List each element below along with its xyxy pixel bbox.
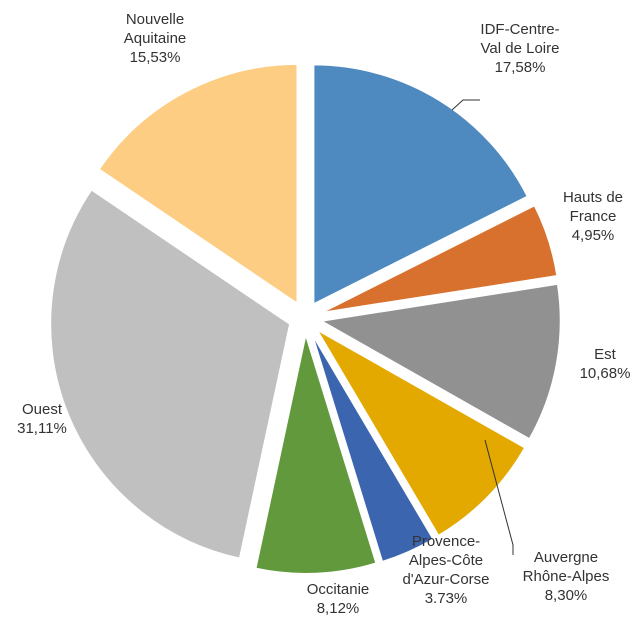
slice-label: Provence-Alpes-Côte d'Azur-Corse (402, 533, 489, 588)
slice-label: Nouvelle Aquitaine (124, 11, 187, 47)
leader-line (451, 99, 480, 111)
slice-label: Ouest (22, 401, 63, 418)
value-label: 8,12% (317, 600, 360, 617)
leader-line (484, 439, 514, 555)
value-label: 15,53% (130, 49, 181, 66)
value-label: 3.73% (425, 590, 468, 607)
slice-label: Auvergne Rhône-Alpes (523, 549, 610, 585)
value-label: 8,30% (545, 587, 588, 604)
pie-slice (312, 63, 530, 307)
pie-slice (317, 282, 562, 441)
pie-slice (49, 188, 292, 560)
pie-slice (254, 330, 378, 575)
slice-label: Est (594, 346, 617, 363)
pie-slice (319, 203, 559, 315)
slice-label: Hauts de France (563, 189, 623, 225)
pie-slice (310, 332, 435, 564)
value-label: 31,11% (17, 420, 67, 437)
pie-slice (313, 326, 527, 538)
slice-label: IDF-Centre-Val de Loire (480, 21, 559, 57)
value-label: 4,95% (572, 227, 615, 244)
pie-slice (97, 62, 299, 306)
value-label: 10,68% (580, 365, 631, 382)
value-label: 17,58% (495, 59, 546, 76)
slice-label: Occitanie (307, 581, 370, 598)
